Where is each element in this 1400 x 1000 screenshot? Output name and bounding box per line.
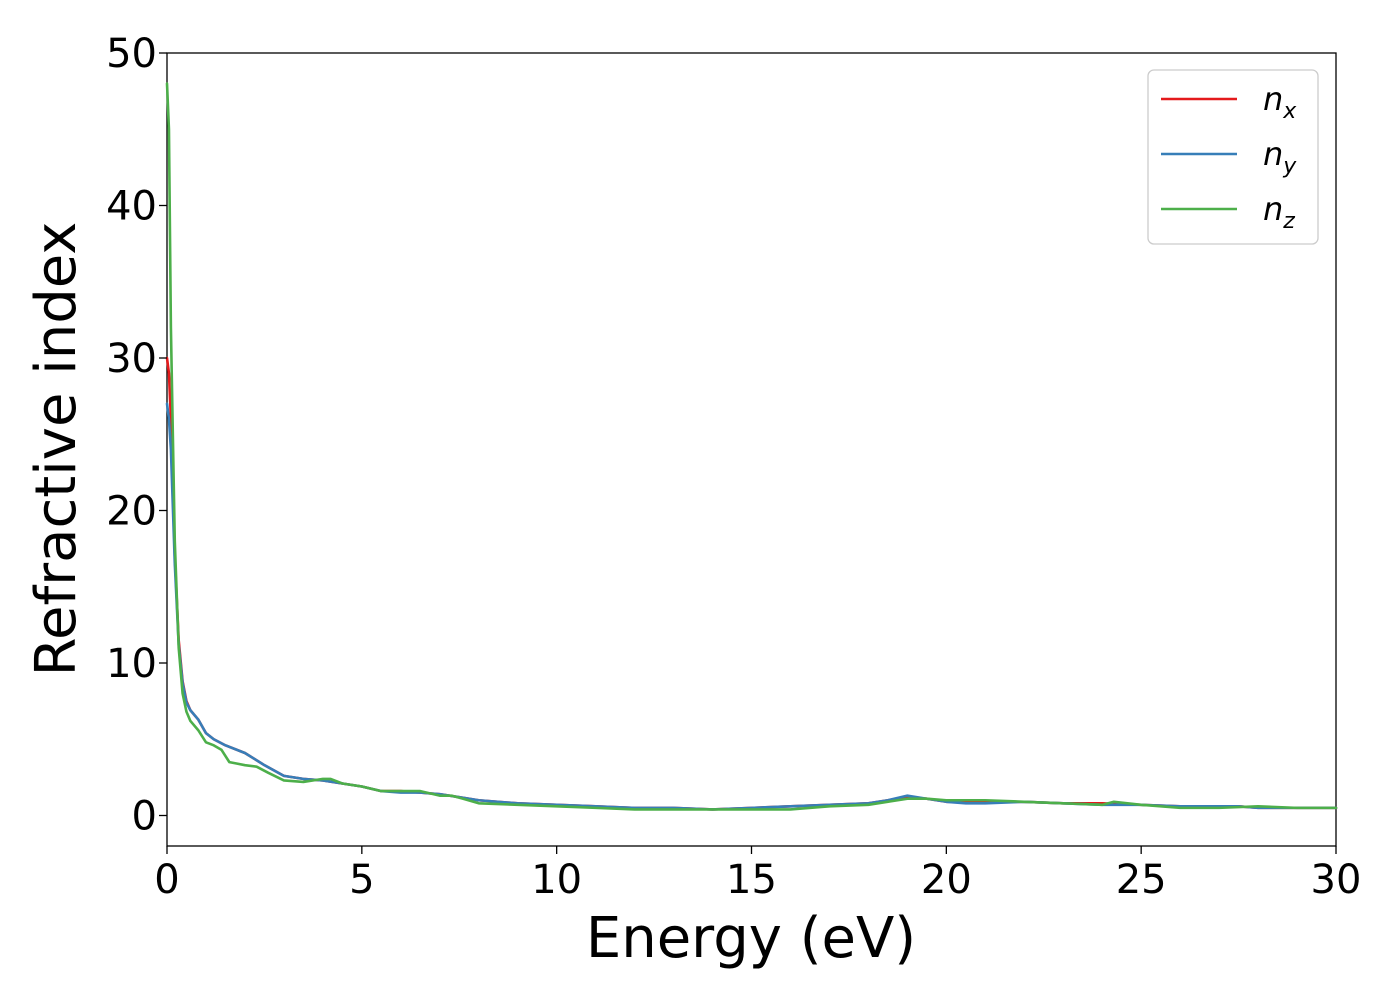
x-tick-label: 30 xyxy=(1311,857,1362,903)
y-tick-label: 0 xyxy=(132,794,157,840)
y-tick-label: 20 xyxy=(106,489,157,535)
legend: nx ny nz xyxy=(1147,69,1319,245)
y-tick-label: 50 xyxy=(106,31,157,77)
y-tick-label: 30 xyxy=(106,336,157,382)
series-layer xyxy=(165,82,1338,811)
legend-label-n-y: ny xyxy=(1263,135,1297,179)
legend-label-n-z: nz xyxy=(1263,190,1295,234)
x-tick-label: 5 xyxy=(349,857,374,903)
x-tick-label: 20 xyxy=(921,857,972,903)
x-tick-label: 0 xyxy=(154,857,179,903)
y-tick-label: 10 xyxy=(106,641,157,687)
series-line-n-z xyxy=(165,82,1338,811)
x-tick-label: 25 xyxy=(1116,857,1167,903)
x-tick-label: 10 xyxy=(531,857,582,903)
x-axis-ticks: 0 5 10 15 20 25 30 xyxy=(154,846,1361,903)
y-axis-ticks: 0 10 20 30 40 50 xyxy=(106,31,167,840)
x-tick-label: 15 xyxy=(726,857,777,903)
y-axis-label: Refractive index xyxy=(24,222,89,677)
x-axis-label: Energy (eV) xyxy=(586,906,916,971)
y-tick-label: 40 xyxy=(106,184,157,230)
legend-box xyxy=(1147,69,1319,245)
legend-label-n-x: nx xyxy=(1263,80,1297,124)
